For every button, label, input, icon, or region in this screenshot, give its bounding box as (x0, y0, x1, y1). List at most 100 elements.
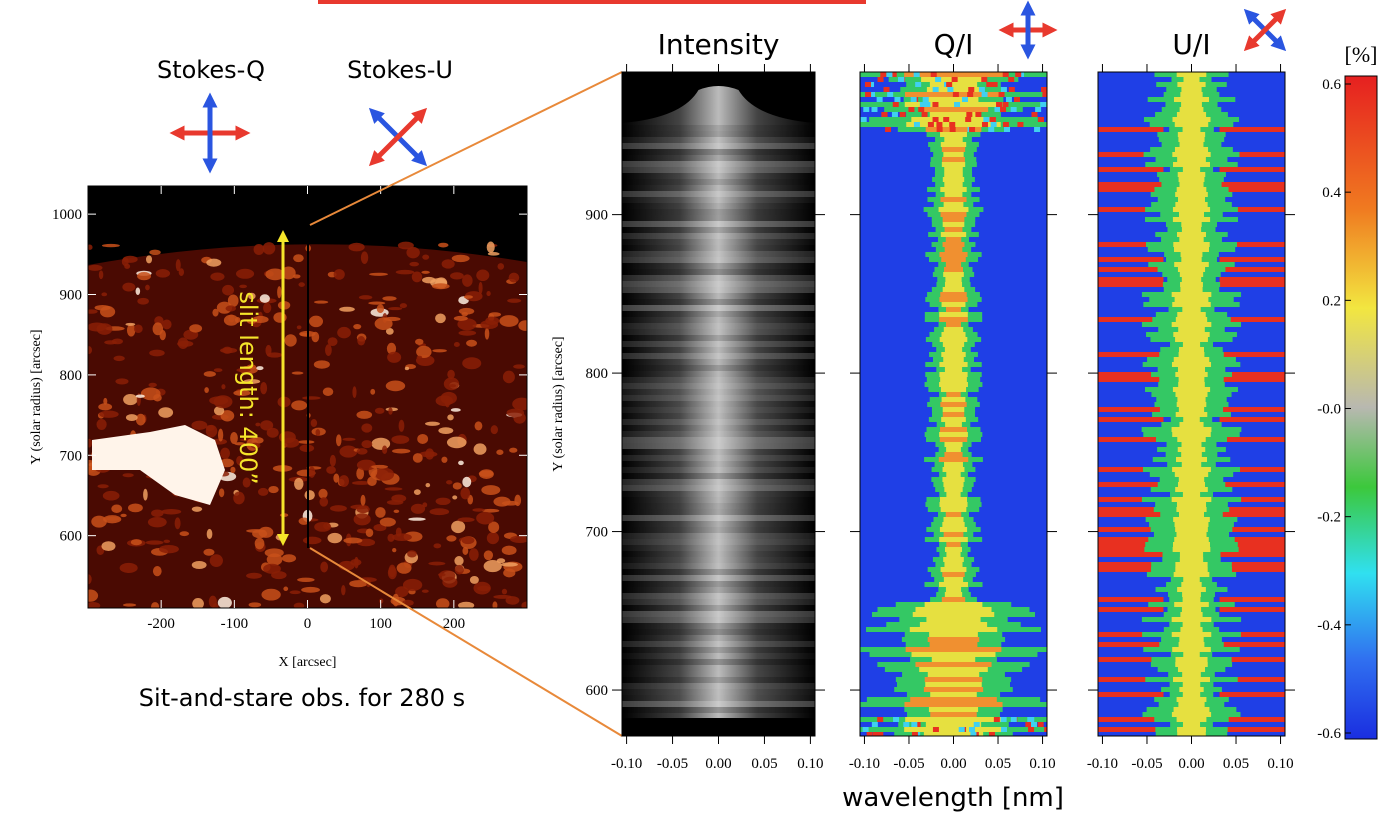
qi-row (943, 357, 964, 362)
granule (484, 327, 490, 340)
granule (479, 469, 494, 479)
ui-stripe (1219, 542, 1285, 547)
granule (341, 585, 346, 596)
granule (472, 508, 485, 512)
granule (375, 467, 395, 481)
intensity-band (622, 281, 815, 287)
granule (486, 241, 495, 253)
intensity-band (622, 359, 815, 365)
granule (189, 324, 203, 333)
caption: Sit-and-stare obs. for 280 s (139, 684, 465, 712)
ui-row (1178, 407, 1205, 412)
ui-stripe (1219, 417, 1285, 422)
qi-noise (898, 77, 905, 82)
intensity-band (622, 191, 815, 197)
qi-noise (1000, 107, 1007, 112)
qi-row (925, 682, 982, 687)
ui-row (1174, 522, 1209, 527)
granule (386, 499, 404, 505)
granule (514, 494, 522, 507)
qi-row (939, 362, 968, 367)
granule (103, 515, 122, 524)
qi-row (938, 207, 969, 212)
x-tick-label: 0.00 (940, 756, 966, 772)
intensity-band (622, 533, 815, 539)
granule (302, 396, 321, 400)
qi-row (941, 417, 966, 422)
granule (486, 531, 500, 545)
granule (462, 476, 472, 488)
granule (213, 395, 233, 409)
granule (248, 602, 262, 608)
ui-stripe (1219, 552, 1285, 557)
granule (323, 522, 331, 530)
x-tick-label: 100 (369, 616, 392, 632)
ui-row (1178, 177, 1205, 182)
intensity-band (622, 671, 815, 677)
qi-row (942, 242, 965, 247)
granule (392, 547, 397, 553)
ui-row (1176, 72, 1207, 77)
granule (292, 274, 301, 279)
granule (298, 282, 305, 287)
granule (356, 448, 368, 455)
granule (206, 258, 222, 267)
granule (158, 407, 174, 418)
granule (261, 588, 281, 601)
granule (432, 349, 447, 353)
ui-row (1178, 137, 1205, 142)
ui-row (1179, 272, 1204, 277)
granule (422, 254, 430, 260)
qi-row (939, 297, 968, 302)
ui-row (1176, 187, 1207, 192)
granule (391, 435, 410, 444)
ui-row (1175, 527, 1208, 532)
ui-stripe (1219, 547, 1285, 552)
intensity-band (622, 527, 815, 533)
intensity-band (622, 467, 815, 473)
granule (352, 386, 357, 399)
qi-row (946, 492, 961, 497)
granule (451, 520, 466, 534)
qi-row (944, 347, 963, 352)
granule (309, 315, 324, 328)
x-axis-label: X [arcsec] (279, 655, 337, 670)
qi-noise (936, 127, 943, 132)
granule (351, 481, 371, 485)
intensity-band (622, 329, 815, 335)
granule (220, 410, 235, 422)
qi-row (945, 512, 962, 517)
ui-stripe (1098, 512, 1164, 517)
granule (453, 315, 468, 321)
intensity-band (622, 185, 815, 191)
qi-noise (908, 107, 915, 112)
intensity-band (622, 557, 815, 563)
qi-row (939, 527, 968, 532)
granule (335, 434, 342, 447)
ui-row (1171, 497, 1212, 502)
granule (392, 448, 411, 454)
qi-noise (1042, 92, 1047, 97)
ui-row (1175, 662, 1208, 667)
granule (360, 494, 366, 506)
qi-row (912, 612, 995, 617)
ui-row (1175, 317, 1208, 322)
qi-noise (922, 97, 929, 102)
granule (461, 536, 475, 545)
ui-stripe (1098, 607, 1164, 612)
intensity-band (622, 659, 815, 665)
ui-row (1176, 502, 1207, 507)
ui-row (1178, 212, 1205, 217)
qi-row (944, 137, 963, 142)
qi-row (944, 547, 963, 552)
qi-noise (981, 122, 988, 127)
ui-row (1178, 702, 1205, 707)
granule (322, 387, 334, 396)
ui-row (1173, 357, 1210, 362)
ui-row (1178, 382, 1205, 387)
granule (431, 283, 450, 290)
granule (413, 489, 421, 496)
ui-stripe (1219, 527, 1285, 532)
intensity-band (622, 341, 815, 347)
qi-noise (951, 77, 958, 82)
